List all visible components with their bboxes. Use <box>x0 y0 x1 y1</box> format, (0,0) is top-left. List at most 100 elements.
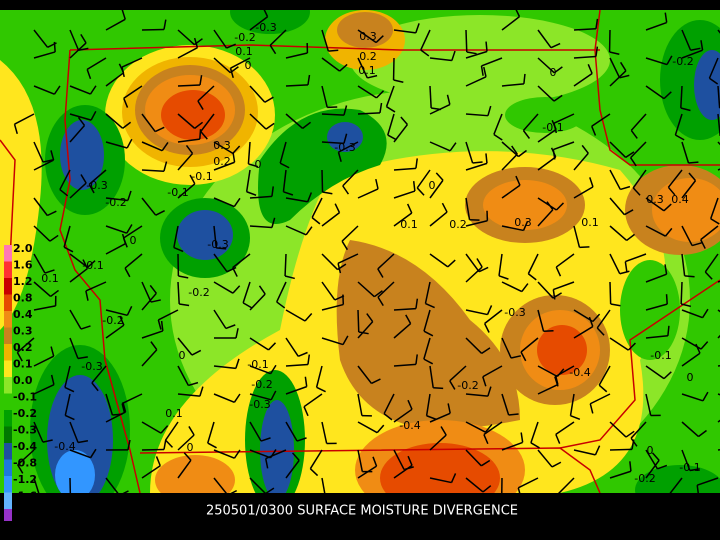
barb-flag <box>193 37 199 48</box>
barb-flag <box>625 151 635 159</box>
barb-shaft <box>704 253 719 273</box>
wind-barb <box>465 477 492 493</box>
wind-barb <box>493 113 503 141</box>
wind-barb <box>249 10 269 31</box>
wind-barb <box>527 253 539 281</box>
barb-flag <box>260 437 271 442</box>
barb-flag <box>160 320 164 332</box>
contour-label: -0.3 <box>334 141 355 154</box>
colorbar-label: -1.2 <box>13 473 37 486</box>
barb-flag <box>688 161 699 164</box>
barb-shaft <box>177 365 190 386</box>
wind-barb <box>645 294 668 311</box>
barb-shaft <box>465 449 482 467</box>
wind-barb <box>269 29 287 55</box>
barb-flag <box>482 485 492 493</box>
barb-flag <box>594 445 601 456</box>
barb-shaft <box>429 179 444 199</box>
barb-shaft <box>645 85 665 100</box>
wind-barb <box>285 337 308 357</box>
wind-barb <box>141 341 158 367</box>
wind-barb <box>429 172 444 199</box>
barb-shaft <box>681 352 701 367</box>
wind-barb <box>69 253 96 268</box>
barb-shaft <box>177 84 201 87</box>
wind-barb <box>249 477 275 493</box>
barb-shaft <box>141 169 165 172</box>
barb-shaft <box>465 393 488 397</box>
barb-flag <box>316 386 326 393</box>
wind-barb <box>285 42 309 59</box>
wind-barb <box>59 169 71 197</box>
wind-barb <box>321 294 345 311</box>
barb-flag <box>91 382 99 392</box>
barb-shaft <box>632 169 647 189</box>
barb-shaft <box>429 211 448 227</box>
barb-flag <box>269 44 277 55</box>
contour-label: 0 <box>245 59 252 72</box>
barb-shaft <box>393 124 408 143</box>
barb-flag <box>305 226 313 236</box>
barb-shaft <box>91 365 107 384</box>
contour-label: 0 <box>179 349 186 362</box>
contour-label: -0.1 <box>679 461 700 474</box>
barb-shaft <box>501 184 521 199</box>
barb-shaft <box>573 186 594 199</box>
wind-barb <box>680 85 691 112</box>
wind-barb <box>573 46 599 59</box>
wind-barb <box>64 365 75 393</box>
barb-shaft <box>269 29 287 46</box>
barb-flag <box>406 203 413 214</box>
barb-flag <box>269 364 277 375</box>
barb-shaft <box>213 393 235 403</box>
region <box>635 465 720 493</box>
barb-flag <box>589 177 594 188</box>
barb-shaft <box>680 85 683 109</box>
barb-shaft <box>105 477 119 493</box>
barb-flag <box>233 197 241 207</box>
wind-barb <box>681 225 702 247</box>
barb-shaft <box>69 253 89 268</box>
contour-label: 0.1 <box>41 272 59 285</box>
barb-shaft <box>321 85 328 108</box>
wind-barb <box>141 141 169 152</box>
barb-shaft <box>177 434 195 451</box>
barb-flag <box>342 185 350 195</box>
barb-flag <box>232 152 236 163</box>
barb-flag <box>498 275 509 280</box>
barb-shaft <box>609 470 632 479</box>
wind-barb <box>33 41 56 59</box>
barb-flag <box>337 263 342 274</box>
barb-shaft <box>213 309 227 329</box>
barb-flag <box>551 461 562 468</box>
wind-barb <box>429 365 444 390</box>
wind-barb <box>537 309 554 333</box>
barb-shaft <box>64 393 71 416</box>
wind-barb <box>645 393 661 417</box>
barb-shaft <box>69 42 87 59</box>
barb-shaft <box>69 29 80 51</box>
barb-flag <box>284 275 295 280</box>
barb-flag <box>383 413 393 421</box>
barb-flag <box>520 432 524 443</box>
barb-flag <box>265 122 275 130</box>
barb-flag <box>554 374 559 385</box>
barb-shaft <box>681 309 703 319</box>
barb-flag <box>423 330 434 337</box>
barb-shaft <box>681 421 700 438</box>
barb-shaft <box>609 421 627 438</box>
barb-shaft <box>700 225 719 241</box>
barb-flag <box>609 51 620 55</box>
barb-shaft <box>33 477 40 493</box>
barb-flag <box>337 151 342 162</box>
barb-shaft <box>423 309 431 332</box>
barb-flag <box>407 455 413 466</box>
wind-barb <box>681 253 695 278</box>
barb-flag <box>631 439 635 450</box>
barb-shaft <box>249 477 267 493</box>
barb-flag <box>358 331 369 335</box>
contour-label: 0 <box>130 234 137 247</box>
contour-label: -0.1 <box>191 170 212 183</box>
barb-shaft <box>465 50 488 59</box>
barb-shaft <box>16 337 35 353</box>
